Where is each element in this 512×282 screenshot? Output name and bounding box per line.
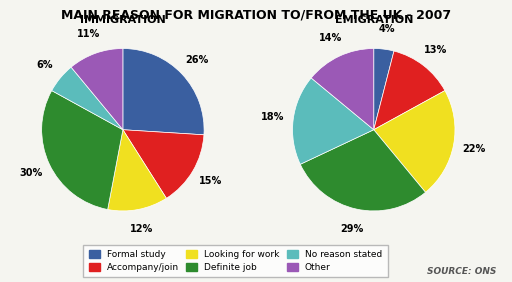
Wedge shape bbox=[41, 91, 123, 210]
Legend: Formal study, Accompany/join, Looking for work, Definite job, No reason stated, : Formal study, Accompany/join, Looking fo… bbox=[83, 245, 388, 277]
Wedge shape bbox=[52, 67, 123, 130]
Text: SOURCE: ONS: SOURCE: ONS bbox=[428, 267, 497, 276]
Wedge shape bbox=[123, 130, 204, 198]
Wedge shape bbox=[300, 130, 425, 211]
Wedge shape bbox=[374, 91, 455, 192]
Wedge shape bbox=[374, 51, 445, 130]
Wedge shape bbox=[374, 49, 394, 130]
Text: 30%: 30% bbox=[19, 168, 42, 178]
Text: 12%: 12% bbox=[130, 224, 154, 234]
Text: 14%: 14% bbox=[319, 33, 342, 43]
Text: 26%: 26% bbox=[185, 55, 208, 65]
Text: 11%: 11% bbox=[77, 29, 100, 39]
Title: EMIGRATION: EMIGRATION bbox=[334, 15, 413, 25]
Wedge shape bbox=[108, 130, 166, 211]
Text: 22%: 22% bbox=[462, 144, 485, 154]
Text: 29%: 29% bbox=[340, 224, 363, 234]
Wedge shape bbox=[71, 49, 123, 130]
Text: 18%: 18% bbox=[261, 112, 285, 122]
Wedge shape bbox=[292, 78, 374, 164]
Text: MAIN REASON FOR MIGRATION TO/FROM THE UK - 2007: MAIN REASON FOR MIGRATION TO/FROM THE UK… bbox=[61, 8, 451, 21]
Wedge shape bbox=[123, 49, 204, 135]
Title: IMMIGRATION: IMMIGRATION bbox=[80, 15, 166, 25]
Text: 13%: 13% bbox=[424, 45, 447, 54]
Text: 15%: 15% bbox=[199, 177, 222, 186]
Text: 6%: 6% bbox=[36, 60, 53, 70]
Wedge shape bbox=[311, 49, 374, 130]
Text: 4%: 4% bbox=[378, 24, 395, 34]
